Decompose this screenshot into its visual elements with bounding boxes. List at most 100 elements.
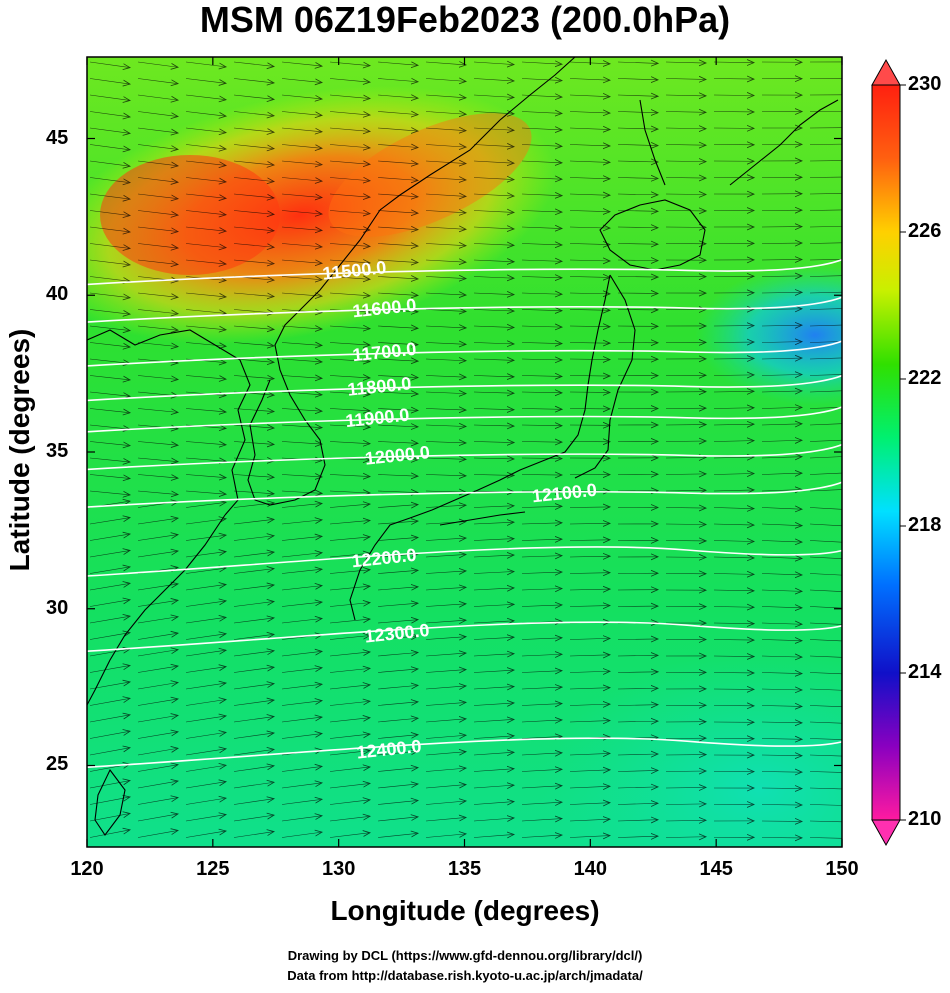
wind-arrow <box>137 193 178 199</box>
wind-arrow <box>185 765 226 772</box>
wind-arrow <box>809 423 842 426</box>
wind-arrow <box>377 653 418 656</box>
wind-arrow <box>329 244 370 247</box>
wind-arrow <box>761 755 802 756</box>
wind-arrow <box>473 95 514 97</box>
wind-arrow <box>137 491 178 495</box>
wind-arrow <box>185 309 226 314</box>
wind-arrow <box>473 719 514 722</box>
wind-arrow <box>809 787 842 790</box>
wind-arrow <box>185 243 226 248</box>
wind-arrow <box>569 145 610 146</box>
wind-arrow <box>89 177 130 183</box>
wind-arrow <box>521 605 562 607</box>
wind-arrow <box>713 623 754 624</box>
wind-arrow <box>713 79 754 80</box>
wind-arrow <box>761 375 802 376</box>
wind-arrow <box>809 160 842 162</box>
wind-arrow <box>617 639 658 640</box>
wind-arrow <box>425 161 466 164</box>
wind-arrow <box>761 541 802 543</box>
wind-arrow <box>569 507 610 508</box>
wind-arrow <box>617 79 658 80</box>
wind-arrow <box>233 766 274 772</box>
wind-arrow <box>137 375 178 380</box>
contour-line <box>87 481 842 508</box>
wind-arrow <box>809 738 842 740</box>
x-tick-label: 120 <box>70 858 104 880</box>
wind-arrow <box>809 556 842 559</box>
wind-arrow <box>809 341 842 343</box>
wind-arrow <box>521 79 562 81</box>
wind-arrow <box>281 343 322 346</box>
wind-arrow <box>185 160 226 165</box>
wind-arrow <box>281 111 322 116</box>
wind-arrow <box>89 583 130 591</box>
wind-arrow <box>329 652 370 657</box>
wind-arrow <box>377 343 418 345</box>
wind-arrow <box>425 735 466 738</box>
coastlines <box>87 57 839 836</box>
wind-arrow <box>377 277 418 279</box>
wind-arrow <box>185 700 226 706</box>
wind-arrow <box>473 425 514 426</box>
wind-arrow <box>425 128 466 131</box>
wind-arrow <box>521 227 562 229</box>
wind-arrow <box>425 310 466 312</box>
wind-arrow <box>713 358 754 359</box>
wind-arrow <box>185 601 226 607</box>
wind-arrow <box>473 392 514 393</box>
wind-arrow <box>761 772 802 773</box>
wind-arrow <box>521 359 562 360</box>
wind-arrow <box>809 573 842 576</box>
wind-arrow <box>473 769 514 772</box>
wind-arrow <box>761 276 802 277</box>
wind-arrow <box>281 277 322 280</box>
wind-arrow <box>617 211 658 212</box>
wind-arrow <box>521 112 562 114</box>
wind-arrow <box>329 734 370 739</box>
wind-arrow <box>329 833 370 838</box>
wind-arrow <box>185 342 226 347</box>
wind-arrow <box>809 258 842 261</box>
wind-arrow <box>617 770 658 771</box>
wind-arrow <box>233 491 274 494</box>
wind-arrow <box>137 666 178 673</box>
wind-arrow <box>665 128 706 129</box>
wind-arrow <box>185 584 226 591</box>
wind-arrow <box>521 802 562 804</box>
wind-arrow <box>761 440 802 441</box>
wind-arrow <box>281 816 322 822</box>
wind-arrow <box>569 753 610 755</box>
wind-arrow <box>89 441 130 446</box>
wind-arrow <box>617 178 658 179</box>
wind-arrow <box>329 701 370 706</box>
wind-arrow <box>473 194 514 196</box>
wind-arrow <box>713 62 754 63</box>
wind-arrow <box>713 424 754 425</box>
wind-arrow <box>281 553 322 558</box>
wind-arrow <box>473 260 514 262</box>
wind-arrow <box>185 782 226 789</box>
wind-arrow <box>281 734 322 739</box>
wind-arrow <box>137 408 178 413</box>
wind-arrow <box>185 831 226 838</box>
wind-arrow <box>377 458 418 460</box>
wind-arrow <box>809 771 842 773</box>
wind-arrow <box>233 651 274 657</box>
wind-arrow <box>137 633 178 640</box>
wind-arrow <box>137 830 178 838</box>
wind-arrow <box>89 567 130 574</box>
wind-arrow <box>89 518 130 525</box>
wind-arrow <box>809 589 842 592</box>
wind-arrow <box>281 766 322 772</box>
colorbar-label: 218 <box>908 514 942 536</box>
wind-arrow <box>617 688 658 689</box>
wind-arrow <box>425 475 466 476</box>
wind-arrow <box>89 325 130 331</box>
wind-arrow <box>185 292 226 297</box>
wind-arrow <box>233 684 274 690</box>
wind-arrow <box>761 722 802 723</box>
wind-arrow <box>809 472 842 475</box>
wind-arrow <box>521 523 562 524</box>
